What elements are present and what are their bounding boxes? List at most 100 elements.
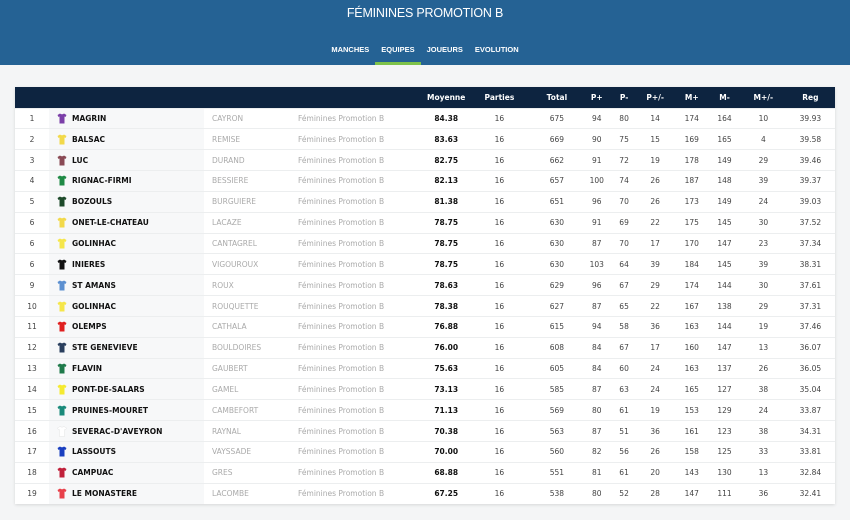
moyenne-cell: 78.38 (434, 301, 459, 311)
team-cell[interactable]: ONET-LE-CHATEAU (49, 212, 204, 234)
table-row[interactable]: 4 RIGNAC-FIRMI BESSIERE Féminines Promotio… (15, 170, 835, 192)
page-header: FÉMININES PROMOTION B MANCHES EQUIPES JOUE… (0, 0, 850, 65)
team-cell[interactable]: RIGNAC-FIRMI (49, 170, 204, 192)
table-row[interactable]: 12 STE GENEVIEVE BOULDOIRES Féminines Prom… (15, 337, 835, 359)
rank-cell: 10 (27, 301, 37, 311)
p-minus-cell: 56 (619, 447, 629, 457)
table-row[interactable]: 13 FLAVIN GAUBERT Féminines Promotion B 75.… (15, 358, 835, 379)
team-cell[interactable]: INIERES (49, 253, 204, 275)
parties-cell: 16 (494, 447, 505, 457)
team-cell[interactable]: FLAVIN (49, 358, 204, 379)
team-name: LUC (72, 155, 89, 165)
table-row[interactable]: 15 PRUINES-MOURET CAMBEFORT Féminines Prom… (15, 399, 835, 421)
m-minus-cell: 149 (717, 155, 732, 165)
m-plus-cell: 184 (684, 259, 699, 269)
table-row[interactable]: 11 OLEMPS CATHALA Féminines Promotion B 76.… (15, 316, 835, 338)
table-row[interactable]: 18 CAMPUAC GRES Féminines Promotion B 68.88… (15, 462, 835, 484)
team-name: BOZOULS (72, 197, 113, 207)
team-cell[interactable]: BOZOULS (49, 191, 204, 213)
division-cell: Féminines Promotion B (298, 218, 385, 228)
total-cell: 551 (549, 468, 565, 478)
m-minus-cell: 144 (717, 280, 732, 290)
team-cell[interactable]: PONT-DE-SALARS (49, 378, 204, 400)
column-header[interactable]: M+ (684, 92, 699, 102)
team-cell[interactable]: SEVERAC-D'AVEYRON (49, 420, 204, 442)
m-minus-cell: 165 (717, 134, 732, 144)
reg-cell: 39.93 (799, 113, 822, 123)
column-header[interactable]: P+ (590, 92, 603, 102)
p-plus-cell: 84 (591, 343, 602, 353)
moyenne-cell: 84.38 (434, 113, 459, 123)
column-header[interactable]: M+/- (753, 92, 774, 102)
table-row[interactable]: 5 BOZOULS BURGUIERE Féminines Promotion B 8… (15, 191, 835, 213)
rank-cell: 6 (29, 259, 35, 269)
m-diff-cell: 24 (758, 197, 769, 207)
column-header[interactable]: P- (619, 92, 629, 102)
table-row[interactable]: 10 GOLINHAC ROUQUETTE Féminines Promotion … (15, 295, 835, 317)
table-row[interactable]: 3 LUC DURAND Féminines Promotion B 82.75 16 6… (15, 149, 835, 171)
total-cell: 662 (549, 155, 565, 165)
column-header[interactable]: Parties (484, 92, 515, 102)
table-row[interactable]: 2 BALSAC REMISE Féminines Promotion B 83.63… (15, 128, 835, 150)
team-cell[interactable]: MAGRIN (49, 108, 204, 129)
jersey-icon (57, 155, 67, 166)
m-diff-cell: 33 (758, 447, 769, 457)
team-name: ST AMANS (72, 280, 116, 290)
team-cell[interactable]: LASSOUTS (49, 441, 204, 463)
column-header[interactable]: Total (546, 92, 568, 102)
p-diff-cell: 26 (650, 176, 660, 186)
table-row[interactable]: 9 ST AMANS ROUX Féminines Promotion B 78.63… (15, 274, 835, 296)
tab-manches[interactable]: MANCHES (331, 45, 370, 54)
team-cell[interactable]: BALSAC (49, 128, 204, 150)
team-cell[interactable]: LE MONASTERE (49, 483, 204, 505)
p-minus-cell: 75 (619, 134, 629, 144)
rank-cell: 16 (27, 426, 37, 436)
column-header[interactable]: Reg (802, 92, 819, 102)
team-cell[interactable]: PRUINES-MOURET (49, 399, 204, 421)
column-header[interactable]: M- (719, 92, 730, 102)
team-cell[interactable]: STE GENEVIEVE (49, 337, 204, 359)
table-row[interactable]: 19 LE MONASTERE LACOMBE Féminines Promotio… (15, 483, 835, 505)
table-row[interactable]: 16 SEVERAC-D'AVEYRON RAYNAL Féminines Prom… (15, 420, 835, 442)
reg-cell: 37.52 (799, 218, 822, 228)
team-cell[interactable]: GOLINHAC (49, 233, 204, 254)
table-row[interactable]: 6 GOLINHAC CANTAGREL Féminines Promotion B… (15, 233, 835, 254)
table-row[interactable]: 6 INIERES VIGOUROUX Féminines Promotion B 7… (15, 253, 835, 275)
rank-cell: 18 (27, 468, 37, 478)
moyenne-cell: 82.75 (434, 155, 459, 165)
table-row[interactable]: 6 ONET-LE-CHATEAU LACAZE Féminines Promoti… (15, 212, 835, 234)
table-row[interactable]: 17 LASSOUTS VAYSSADE Féminines Promotion B… (15, 441, 835, 463)
p-diff-cell: 28 (650, 489, 660, 499)
parties-cell: 16 (494, 259, 505, 269)
column-header[interactable]: Moyenne (427, 92, 466, 102)
m-minus-cell: 127 (717, 384, 732, 394)
table-row[interactable]: 14 PONT-DE-SALARS GAMEL Féminines Promotio… (15, 378, 835, 400)
team-cell[interactable]: ST AMANS (49, 274, 204, 296)
p-diff-cell: 24 (650, 384, 660, 394)
table-row[interactable]: 1 MAGRIN CAYRON Féminines Promotion B 84.38… (15, 108, 835, 129)
rank-cell: 4 (29, 176, 35, 186)
parties-cell: 16 (494, 343, 505, 353)
team-cell[interactable]: CAMPUAC (49, 462, 204, 484)
m-minus-cell: 144 (717, 322, 732, 332)
tab-joueurs[interactable]: JOUEURS (426, 45, 463, 54)
m-minus-cell: 149 (717, 197, 732, 207)
team-cell[interactable]: LUC (49, 149, 204, 171)
team-cell[interactable]: OLEMPS (49, 316, 204, 338)
reg-cell: 37.61 (799, 280, 822, 290)
moyenne-cell: 78.75 (434, 259, 459, 269)
tab-evolution[interactable]: EVOLUTION (474, 45, 519, 54)
column-header[interactable]: P+/- (646, 92, 664, 102)
reg-cell: 39.37 (799, 176, 822, 186)
reg-cell: 33.81 (799, 447, 822, 457)
jersey-icon (57, 425, 67, 437)
player-cell: BOULDOIRES (212, 343, 262, 353)
division-cell: Féminines Promotion B (298, 176, 385, 186)
division-cell: Féminines Promotion B (298, 155, 385, 165)
moyenne-cell: 70.00 (434, 447, 459, 457)
team-cell[interactable]: GOLINHAC (49, 295, 204, 317)
team-name: LE MONASTERE (72, 489, 137, 499)
team-name: PONT-DE-SALARS (72, 384, 145, 394)
total-cell: 630 (549, 218, 565, 228)
tab-equipes[interactable]: EQUIPES (375, 44, 421, 65)
